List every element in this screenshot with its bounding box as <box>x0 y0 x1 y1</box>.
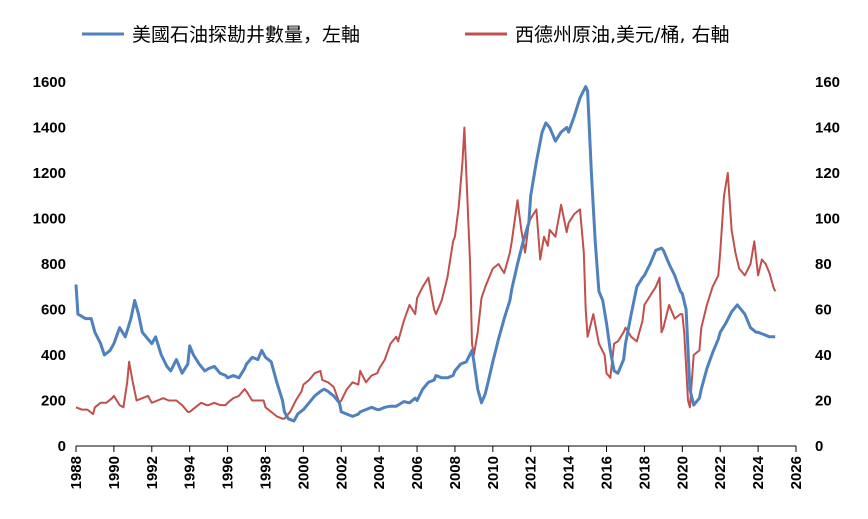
legend: 美國石油探勘井數量，左軸 西德州原油,美元/桶, 右軸 <box>82 24 730 46</box>
series-line-rig-count <box>74 85 776 423</box>
right-axis-ticks: 0 20 40 60 80 100 120 140 160 <box>815 74 840 455</box>
x-tick-label: 2000 <box>295 456 312 489</box>
x-tick-label: 2002 <box>333 456 350 489</box>
x-tick-label: 2006 <box>409 456 426 489</box>
x-tick-label: 1994 <box>182 455 199 489</box>
right-tick-label: 160 <box>815 74 840 91</box>
x-tick-label: 2024 <box>750 455 767 489</box>
left-tick-label: 1600 <box>33 74 66 91</box>
left-tick-label: 800 <box>41 256 66 273</box>
x-tick-label: 2026 <box>788 456 805 489</box>
left-tick-label: 1200 <box>33 165 66 182</box>
series-lines <box>74 85 777 423</box>
x-tick-label: 1990 <box>106 456 123 489</box>
left-tick-label: 600 <box>41 302 66 319</box>
right-tick-label: 80 <box>815 256 832 273</box>
left-tick-label: 0 <box>58 438 66 455</box>
legend-label-wti: 西德州原油,美元/桶, 右軸 <box>515 24 730 46</box>
right-tick-label: 140 <box>815 120 840 137</box>
right-tick-label: 40 <box>815 347 832 364</box>
right-tick-label: 20 <box>815 393 832 410</box>
x-tick-label: 1992 <box>144 456 161 489</box>
x-tick-label: 1988 <box>68 456 85 489</box>
x-tick-label: 1998 <box>257 456 274 489</box>
legend-label-rig-count: 美國石油探勘井數量，左軸 <box>132 24 360 46</box>
right-tick-label: 120 <box>815 165 840 182</box>
x-tick-label: 2008 <box>447 456 464 489</box>
left-tick-label: 400 <box>41 347 66 364</box>
right-tick-label: 100 <box>815 211 840 228</box>
right-tick-label: 60 <box>815 302 832 319</box>
left-tick-label: 200 <box>41 393 66 410</box>
x-tick-label: 2012 <box>523 456 540 489</box>
x-tick-label: 2010 <box>485 456 502 489</box>
x-tick-label: 2004 <box>371 455 388 489</box>
x-axis-ticks: 1988 1990 1992 1994 1996 1998 2000 2002 2004 2006… <box>68 446 805 489</box>
left-tick-label: 1400 <box>33 120 66 137</box>
x-tick-label: 2018 <box>636 456 653 489</box>
series-line-wti <box>75 126 777 420</box>
x-tick-label: 2022 <box>712 456 729 489</box>
x-tick-label: 1996 <box>220 456 237 489</box>
x-tick-label: 2020 <box>674 456 691 489</box>
x-tick-label: 2016 <box>599 456 616 489</box>
left-tick-label: 1000 <box>33 211 66 228</box>
x-tick-label: 2014 <box>561 455 578 489</box>
left-axis-ticks: 0 200 400 600 800 1000 1200 1400 1600 <box>33 74 66 455</box>
right-tick-label: 0 <box>815 438 823 455</box>
